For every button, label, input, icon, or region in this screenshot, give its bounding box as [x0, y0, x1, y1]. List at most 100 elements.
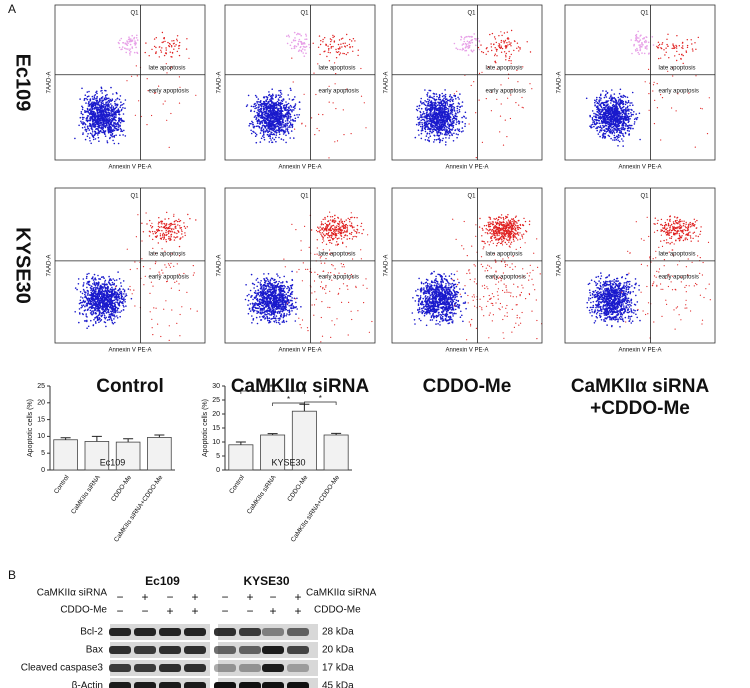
dot — [603, 112, 606, 115]
dot — [86, 119, 89, 121]
dot — [116, 128, 119, 131]
dot — [433, 95, 435, 98]
dot — [262, 111, 265, 113]
dot — [691, 48, 694, 50]
dot — [93, 126, 96, 128]
dot — [127, 42, 129, 45]
dot — [426, 111, 428, 113]
dot — [273, 127, 276, 129]
dot — [661, 43, 663, 45]
dot — [104, 103, 107, 105]
dot — [109, 100, 111, 102]
dot — [609, 117, 611, 119]
dot — [171, 66, 173, 68]
dot — [330, 47, 332, 49]
dot — [633, 121, 636, 123]
dot — [444, 89, 446, 91]
dot — [613, 97, 616, 99]
dot — [632, 127, 634, 130]
dot — [99, 124, 102, 126]
dot — [489, 33, 491, 36]
dot — [271, 137, 274, 139]
dot — [269, 134, 271, 136]
dot — [276, 113, 279, 115]
dot — [428, 99, 431, 101]
dot — [448, 95, 451, 98]
dot — [113, 100, 116, 103]
dot — [300, 34, 303, 37]
dot — [103, 314, 106, 317]
dot — [92, 279, 95, 281]
dot — [630, 113, 633, 116]
dot — [461, 49, 464, 51]
dot — [296, 33, 298, 36]
dot — [122, 42, 125, 44]
dot — [115, 301, 117, 304]
dot — [100, 121, 103, 124]
dot — [175, 44, 177, 46]
dot — [599, 135, 601, 138]
dot — [342, 42, 344, 45]
dot — [630, 115, 632, 117]
dot — [107, 105, 109, 108]
dot — [446, 120, 449, 122]
dot — [104, 121, 106, 123]
dot — [612, 130, 615, 133]
dot — [84, 291, 87, 294]
dot — [101, 107, 103, 110]
dot — [86, 108, 89, 111]
dot — [621, 125, 624, 127]
dot — [448, 125, 451, 128]
dot — [471, 41, 474, 44]
dot — [286, 35, 288, 37]
dot — [421, 126, 424, 128]
dot — [278, 89, 280, 92]
dot — [334, 141, 336, 143]
dot — [606, 104, 608, 106]
dot — [516, 42, 519, 44]
dot — [506, 31, 508, 33]
dot — [612, 112, 614, 114]
dot — [462, 130, 464, 132]
dot — [478, 99, 480, 101]
dot — [79, 116, 82, 119]
dot — [445, 134, 447, 136]
dot — [439, 119, 442, 122]
dot — [427, 100, 430, 103]
dot — [504, 119, 506, 121]
dot — [102, 290, 105, 293]
dot — [258, 101, 260, 103]
dot — [442, 120, 444, 123]
dot — [491, 32, 494, 35]
dot — [345, 53, 347, 56]
dot — [111, 135, 113, 138]
dot — [120, 129, 123, 131]
dot — [444, 104, 447, 106]
dot — [110, 317, 112, 320]
dot — [449, 100, 452, 103]
dot — [441, 99, 443, 102]
dot — [101, 113, 103, 116]
dot — [94, 307, 96, 309]
dot — [451, 114, 454, 116]
dot — [117, 124, 119, 126]
dot — [102, 110, 104, 113]
dot — [595, 122, 598, 124]
dot — [447, 118, 449, 120]
dot — [115, 99, 117, 101]
dot — [82, 133, 84, 136]
dot — [603, 125, 605, 128]
dot — [433, 141, 435, 143]
dot — [266, 107, 268, 109]
dot — [620, 96, 623, 98]
dot — [423, 103, 426, 105]
dot — [619, 106, 621, 108]
dot — [334, 62, 336, 64]
dot — [257, 120, 259, 122]
dot — [630, 39, 632, 41]
dot — [93, 318, 95, 321]
dot — [597, 107, 599, 109]
dot — [102, 126, 104, 129]
dot — [510, 29, 513, 32]
dot — [89, 108, 92, 110]
